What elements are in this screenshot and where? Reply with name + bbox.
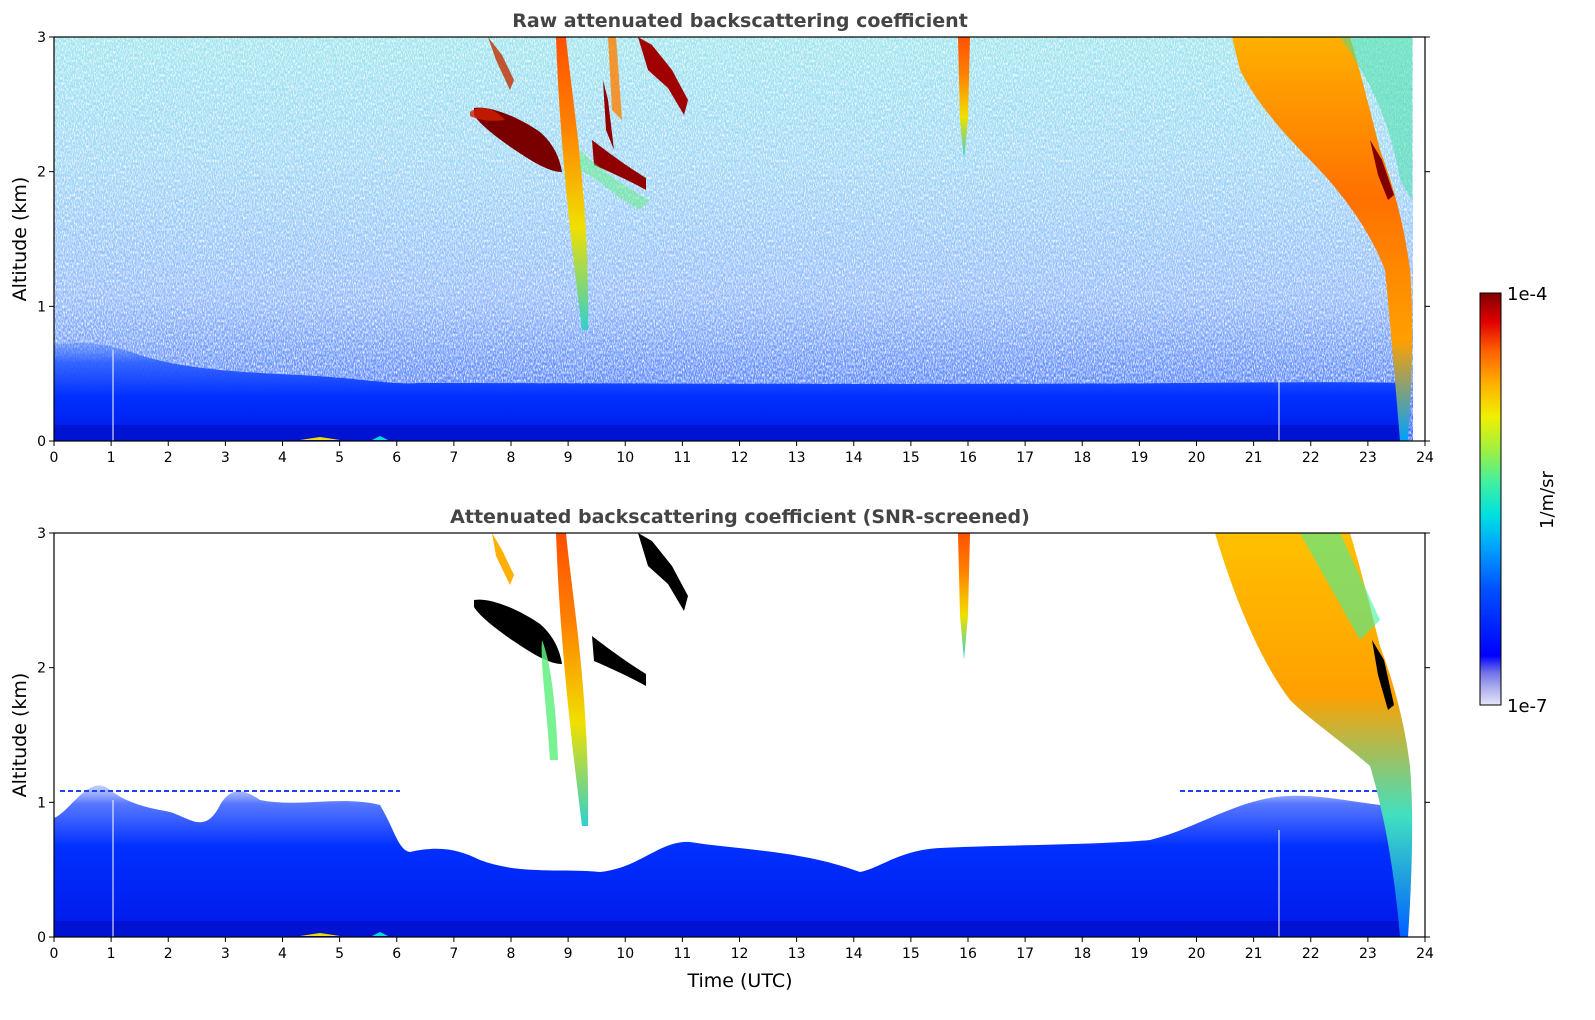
x-tick-label: 8 — [507, 946, 516, 962]
x-tick-label: 4 — [278, 450, 287, 466]
x-tick-label: 15 — [902, 946, 920, 962]
x-tick-label: 18 — [1073, 946, 1091, 962]
x-tick-label: 20 — [1188, 450, 1206, 466]
panel-snr-ylabel: Altitude (km) — [9, 673, 31, 798]
x-tick-label: 20 — [1188, 946, 1206, 962]
x-tick-label: 21 — [1245, 946, 1263, 962]
x-tick-label: 1 — [107, 946, 116, 962]
colorbar-unit-label: 1/m/sr — [1537, 470, 1558, 528]
x-tick-label: 13 — [788, 946, 806, 962]
cloud-layer-a — [474, 107, 562, 172]
x-tick-label: 5 — [335, 946, 344, 962]
x-tick-label: 6 — [392, 450, 401, 466]
x-tick-label: 16 — [959, 946, 977, 962]
x-tick-label: 0 — [50, 946, 59, 962]
x-tick-label: 22 — [1302, 450, 1320, 466]
x-tick-label: 8 — [507, 450, 516, 466]
x-tick-label: 17 — [1016, 946, 1034, 962]
x-tick-label: 12 — [731, 946, 749, 962]
x-tick-label: 6 — [392, 946, 401, 962]
x-tick-label: 2 — [164, 946, 173, 962]
x-tick-label: 16 — [959, 450, 977, 466]
x-tick-label: 17 — [1016, 450, 1034, 466]
colorbar: 1e-4 1e-7 1/m/sr — [1479, 284, 1558, 717]
x-tick-label: 24 — [1416, 450, 1434, 466]
x-tick-label: 3 — [221, 946, 230, 962]
panel-raw: Raw attenuated backscattering coefficien… — [9, 10, 1434, 466]
colorbar-min-label: 1e-7 — [1507, 696, 1547, 717]
y-tick-label: 3 — [37, 30, 46, 46]
panel-raw-title: Raw attenuated backscattering coefficien… — [512, 10, 968, 32]
y-tick-label: 2 — [37, 165, 46, 181]
x-tick-label: 4 — [278, 946, 287, 962]
x-tick-label: 2 — [164, 450, 173, 466]
y-tick-label: 0 — [37, 434, 46, 450]
x-tick-label: 0 — [50, 450, 59, 466]
x-tick-label: 19 — [1130, 946, 1148, 962]
virga-column-16 — [958, 37, 970, 160]
x-tick-label: 11 — [673, 946, 691, 962]
panel-snr: Attenuated backscattering coefficient (S… — [9, 506, 1434, 992]
x-tick-label: 5 — [335, 450, 344, 466]
colorbar-scale — [1479, 292, 1502, 706]
x-tick-label: 15 — [902, 450, 920, 466]
y-tick-label: 0 — [37, 930, 46, 946]
x-tick-label: 7 — [449, 946, 458, 962]
panel-raw-y-axis: 0 1 2 3 — [37, 30, 1430, 450]
x-tick-label: 19 — [1130, 450, 1148, 466]
y-tick-label: 2 — [37, 661, 46, 677]
x-tick-label: 1 — [107, 450, 116, 466]
x-tick-label: 10 — [616, 946, 634, 962]
panel-raw-x-axis: 0 1 2 3 4 5 6 7 8 9 10 11 12 13 14 15 16 17 18 19 20 21 22 23 24 — [50, 441, 1434, 466]
boundary-layer — [54, 343, 1408, 441]
y-tick-label: 3 — [37, 526, 46, 542]
panel-raw-plot-area — [54, 37, 1425, 441]
y-tick-label: 1 — [37, 299, 46, 315]
x-tick-label: 10 — [616, 450, 634, 466]
y-tick-label: 1 — [37, 795, 46, 811]
colorbar-max-label: 1e-4 — [1507, 284, 1547, 305]
noise-speckle — [54, 37, 1413, 441]
cloud-layer-b — [592, 140, 646, 190]
x-tick-label: 3 — [221, 450, 230, 466]
x-tick-label: 14 — [845, 946, 863, 962]
cirrus-precip — [1232, 37, 1413, 441]
boundary-layer-screened — [54, 785, 1402, 937]
x-tick-label: 13 — [788, 450, 806, 466]
panel-raw-ylabel: Altitude (km) — [9, 177, 31, 302]
x-tick-label: 18 — [1073, 450, 1091, 466]
panel-snr-title: Attenuated backscattering coefficient (S… — [450, 506, 1030, 528]
x-tick-label: 12 — [731, 450, 749, 466]
virga-column-9 — [556, 37, 589, 330]
x-tick-label: 24 — [1416, 946, 1434, 962]
x-tick-label: 9 — [564, 450, 573, 466]
panel-snr-xlabel: Time (UTC) — [686, 970, 792, 992]
x-tick-label: 23 — [1359, 450, 1377, 466]
x-tick-label: 7 — [449, 450, 458, 466]
virga-column-9-screened — [556, 533, 589, 826]
x-tick-label: 9 — [564, 946, 573, 962]
x-tick-label: 23 — [1359, 946, 1377, 962]
panel-snr-plot-area — [54, 533, 1425, 937]
panel-snr-x-axis: 0 1 2 3 4 5 6 7 8 9 10 11 12 13 14 15 16 17 18 19 20 21 22 23 24 — [50, 937, 1434, 962]
x-tick-label: 11 — [673, 450, 691, 466]
x-tick-label: 14 — [845, 450, 863, 466]
panel-snr-y-axis: 0 1 2 3 — [37, 526, 1430, 946]
x-tick-label: 22 — [1302, 946, 1320, 962]
x-tick-label: 21 — [1245, 450, 1263, 466]
